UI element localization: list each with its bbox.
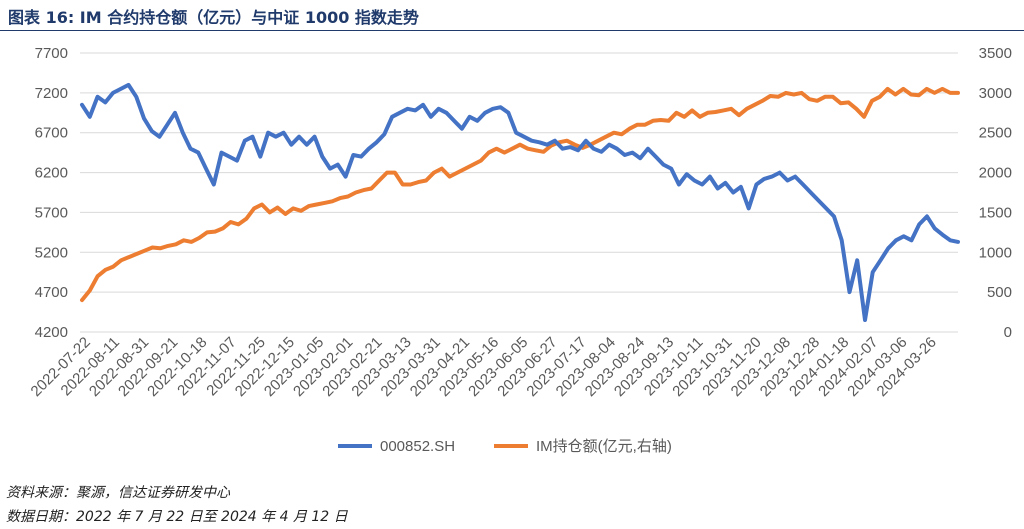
title-divider: [0, 30, 1024, 31]
right-axis-tick-label: 0: [1004, 324, 1012, 341]
left-axis-tick-label: 5700: [35, 204, 68, 221]
right-axis-tick-label: 3000: [979, 85, 1012, 102]
series-line-im-holding: [80, 86, 960, 303]
left-axis-tick-label: 6200: [35, 165, 68, 182]
right-axis-tick-label: 2000: [979, 165, 1012, 182]
source-note: 资料来源：聚源，信达证券研发中心: [6, 485, 230, 501]
left-axis-ticks: 4200 4700 5200 5700 6200 6700 7200 7700: [35, 45, 68, 341]
x-axis-ticks: 2022-07-222022-08-112022-08-312022-09-21…: [28, 334, 940, 400]
right-axis-tick-label: 3500: [979, 45, 1012, 62]
right-axis-tick-label: 1000: [979, 244, 1012, 261]
left-axis-tick-label: 7700: [35, 45, 68, 62]
legend-label-000852-sh: 000852.SH: [380, 438, 455, 455]
right-axis-tick-label: 500: [987, 284, 1012, 301]
dual-axis-line-chart: 4200 4700 5200 5700 6200 6700 7200 7700 0 500 100…: [28, 45, 1012, 455]
series-layer: [80, 82, 960, 322]
series-line-000852-sh: [80, 82, 960, 322]
left-axis-tick-label: 6700: [35, 125, 68, 142]
legend: 000852.SH IM持仓额(亿元,右轴): [338, 438, 672, 455]
right-axis-tick-label: 2500: [979, 125, 1012, 142]
date-range-note: 数据日期：2022 年 7 月 22 日至 2024 年 4 月 12 日: [6, 509, 348, 525]
right-axis-ticks: 0 500 1000 1500 2000 2500 3000 3500: [979, 45, 1012, 341]
left-axis-tick-label: 7200: [35, 85, 68, 102]
legend-label-im-holding: IM持仓额(亿元,右轴): [536, 438, 672, 455]
chart-title: 图表 16: IM 合约持仓额（亿元）与中证 1000 指数走势: [8, 8, 419, 27]
left-axis-tick-label: 5200: [35, 244, 68, 261]
left-axis-tick-label: 4200: [35, 324, 68, 341]
right-axis-tick-label: 1500: [979, 204, 1012, 221]
left-axis-tick-label: 4700: [35, 284, 68, 301]
